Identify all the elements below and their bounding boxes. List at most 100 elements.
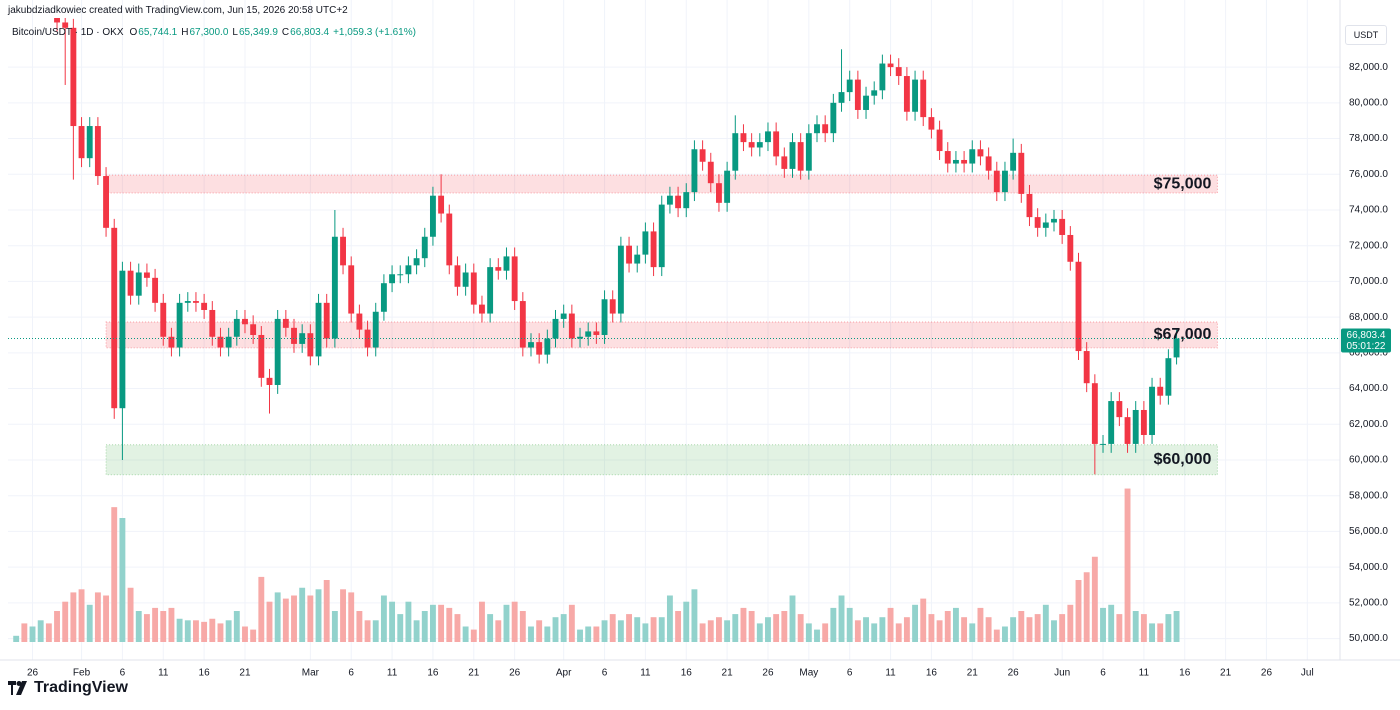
candle-body (781, 156, 788, 169)
volume-bar (879, 617, 886, 642)
candle-body (421, 236, 428, 259)
volume-bar (389, 601, 396, 642)
volume-bar (54, 611, 60, 642)
volume-bar (1018, 611, 1025, 642)
volume-bar (217, 623, 224, 642)
x-tick-label: May (799, 668, 818, 679)
candle-body (160, 302, 167, 337)
volume-bar (356, 611, 363, 642)
candle-body (462, 272, 469, 287)
candle-body (495, 267, 502, 271)
logo[interactable]: TradingView (8, 678, 128, 698)
volume-bar (1091, 556, 1098, 642)
volume-bar (814, 629, 820, 642)
candle-body (609, 299, 616, 314)
volume-bar (691, 589, 698, 642)
candle-body (593, 331, 600, 335)
volume-bar (487, 614, 494, 642)
zone-label: $75,000 (1154, 175, 1212, 192)
volume-bar (372, 620, 379, 642)
candle-body (732, 133, 739, 171)
candle-body (250, 324, 257, 335)
zone-label: $60,000 (1154, 451, 1212, 468)
volume-bar (1116, 614, 1123, 642)
candle-body (119, 270, 126, 409)
y-tick-label: 54,000.0 (1349, 562, 1388, 573)
price-zone (105, 321, 1218, 349)
candle-body (748, 142, 755, 148)
volume-bar (143, 614, 150, 642)
candle-body (372, 311, 379, 348)
ohlc-key: C (281, 27, 290, 38)
volume-bar (470, 629, 477, 642)
candle-body (470, 272, 477, 305)
volume-bar (225, 620, 232, 642)
x-tick-label: 6 (1100, 668, 1106, 679)
candle-body (560, 313, 567, 319)
candle-body (364, 329, 371, 348)
volume-bar (160, 611, 167, 642)
x-tick-label: Jul (1301, 668, 1314, 679)
x-tick-label: 26 (509, 668, 521, 679)
candle-body (413, 258, 420, 266)
y-tick-label: 70,000.0 (1349, 276, 1388, 287)
x-tick-label: 16 (1179, 668, 1191, 679)
candle-body (405, 265, 412, 275)
candle-body (487, 267, 494, 314)
overlay: $75,000 $67,000 $60,000 (8, 175, 1340, 468)
candle-body (683, 192, 690, 209)
volume-bar (544, 626, 551, 642)
candle-body (446, 213, 453, 266)
volume-bar (732, 614, 739, 642)
candle-body (1010, 152, 1017, 171)
volume-bar (1124, 488, 1131, 642)
candle-body (315, 302, 322, 357)
candle-body (977, 149, 984, 157)
x-tick-label: 21 (468, 668, 480, 679)
volume-bar (127, 587, 134, 642)
candle-body (1067, 234, 1074, 262)
volume-bar (299, 587, 306, 642)
candle-body (903, 76, 910, 112)
volume-bar (577, 629, 583, 642)
volume-bar (740, 607, 747, 642)
y-tick-label: 52,000.0 (1349, 597, 1388, 608)
volume-bar (282, 598, 289, 642)
candle-body (103, 176, 110, 228)
volume-bar (797, 614, 804, 642)
candle-body (879, 63, 886, 91)
volume-bar (650, 617, 657, 642)
currency-button[interactable]: USDT (1345, 25, 1387, 45)
candle-body (282, 318, 289, 328)
volume-bar (413, 620, 420, 642)
volume-bar (135, 611, 142, 642)
candle-body (707, 161, 714, 184)
volume-bar (184, 620, 191, 642)
volume-bar (13, 635, 20, 642)
volume-bar (21, 623, 28, 642)
volume-bar (331, 611, 338, 642)
candle-body (70, 27, 77, 127)
candle-body (389, 274, 396, 284)
y-tick-label: 64,000.0 (1349, 383, 1388, 394)
x-tick-label: 6 (348, 668, 354, 679)
y-tick-label: 68,000.0 (1349, 312, 1388, 323)
volume-bar (454, 614, 461, 642)
volume-bar (291, 595, 297, 642)
candle-body (642, 231, 649, 255)
candle-body (1083, 351, 1090, 384)
candle-body (168, 336, 175, 348)
y-tick-label: 78,000.0 (1349, 133, 1388, 144)
volume-bar (724, 620, 731, 642)
candle-body (340, 236, 346, 266)
candle-body (1157, 386, 1164, 396)
candle-body (454, 265, 461, 287)
candle-body (699, 149, 706, 162)
candle-body (331, 236, 338, 339)
symbol: Bitcoin/USDT · 1D · OKX (12, 27, 124, 38)
candle-body (86, 126, 93, 159)
x-tick-label: 21 (1220, 668, 1232, 679)
attribution: jakubdziadkowiec created with TradingVie… (8, 5, 348, 16)
ohlc: O65,744.1 H67,300.0 L65,349.9 C66,803.4 (130, 27, 334, 38)
volume-bar (936, 620, 943, 642)
